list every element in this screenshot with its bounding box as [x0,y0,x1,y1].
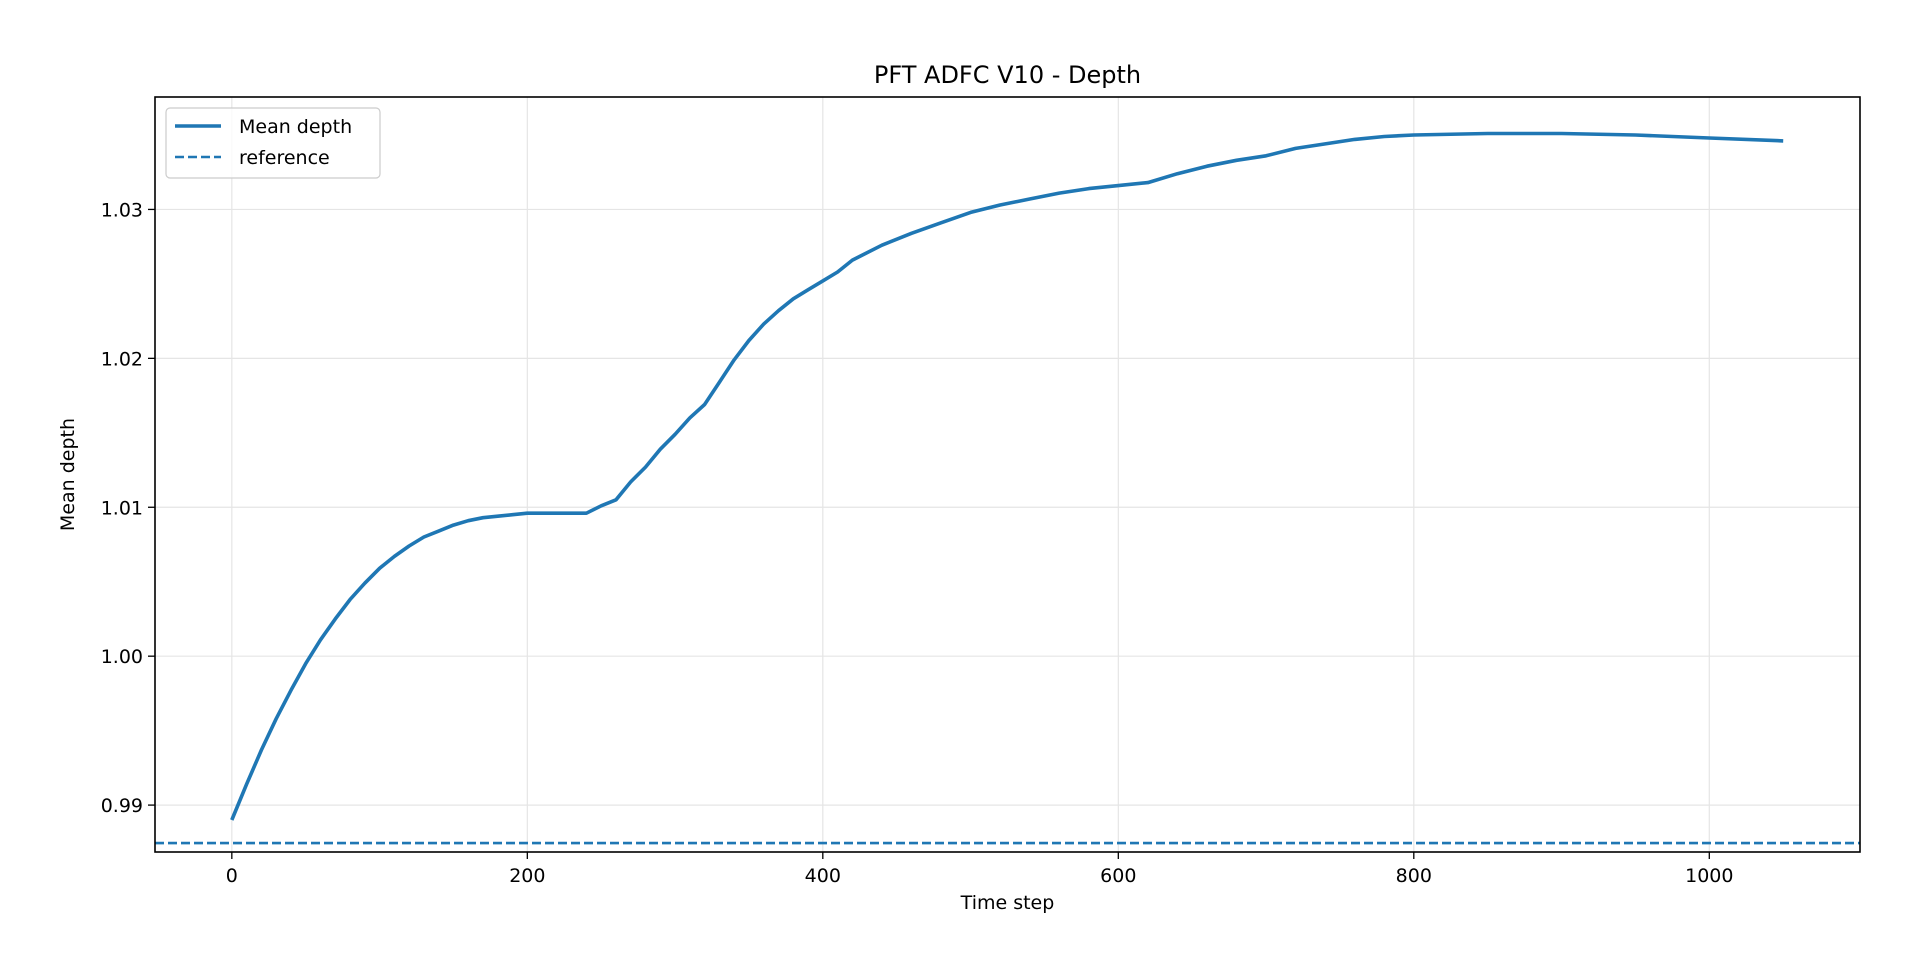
x-tick-label: 1000 [1685,865,1733,887]
y-tick-label: 1.03 [101,199,143,221]
series-line-mean-depth [230,131,1784,821]
x-axis-title: Time step [960,892,1055,914]
grid-layer [155,97,1860,852]
legend-label-mean-depth: Mean depth [239,116,352,138]
x-tick-label: 600 [1100,865,1136,887]
y-tick-label: 0.99 [101,795,143,817]
y-tick-label: 1.00 [101,646,143,668]
x-tick-label: 400 [805,865,841,887]
chart-title: PFT ADFC V10 - Depth [874,61,1141,89]
legend-label-reference: reference [239,147,330,169]
legend: Mean depth reference [165,107,381,179]
tick-layer: 0 200 400 600 800 1000 0.99 1.00 1.01 1.02 1.03 [101,199,1734,887]
x-tick-label: 0 [226,865,238,887]
plot-frame [154,96,1861,853]
y-tick-label: 1.02 [101,348,143,370]
y-axis-title: Mean depth [57,418,79,531]
x-tick-label: 200 [509,865,545,887]
y-tick-label: 1.01 [101,497,143,519]
x-tick-label: 800 [1396,865,1432,887]
series-layer [155,131,1860,845]
